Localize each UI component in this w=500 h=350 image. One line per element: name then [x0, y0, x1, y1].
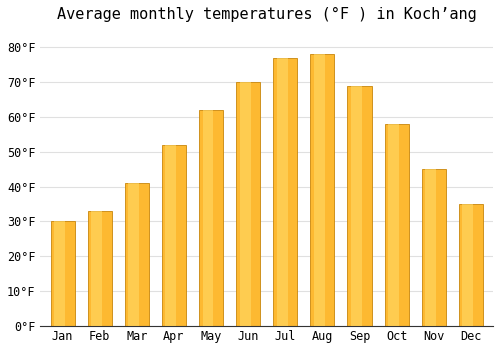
Bar — [162, 145, 186, 326]
Bar — [54, 222, 65, 326]
Bar — [240, 82, 250, 326]
Bar — [128, 183, 139, 326]
Bar — [273, 58, 297, 326]
Bar — [91, 211, 102, 326]
Bar — [348, 86, 372, 326]
Bar — [422, 169, 446, 326]
Bar — [388, 124, 399, 326]
Bar — [166, 145, 176, 326]
Bar — [384, 124, 408, 326]
Title: Average monthly temperatures (°F ) in Koch’ang: Average monthly temperatures (°F ) in Ko… — [57, 7, 476, 22]
Bar — [236, 82, 260, 326]
Bar — [277, 58, 287, 326]
Bar — [310, 55, 334, 326]
Bar — [458, 204, 483, 326]
Bar — [462, 204, 473, 326]
Bar — [50, 222, 74, 326]
Bar — [88, 211, 112, 326]
Bar — [124, 183, 149, 326]
Bar — [314, 55, 325, 326]
Bar — [199, 110, 223, 326]
Bar — [425, 169, 436, 326]
Bar — [202, 110, 213, 326]
Bar — [351, 86, 362, 326]
